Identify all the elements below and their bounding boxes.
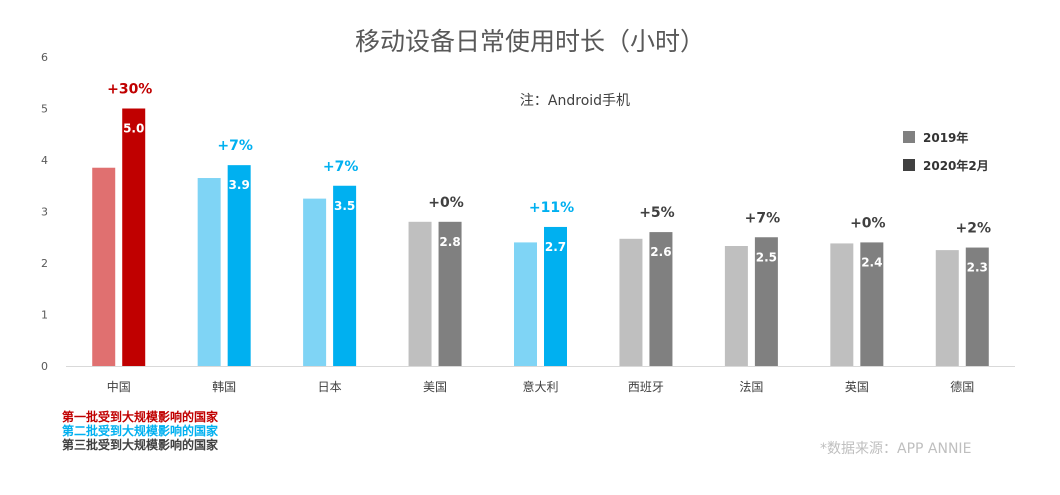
bar-2019 <box>92 167 116 366</box>
change-label: +7% <box>323 159 359 175</box>
change-label: +2% <box>956 221 992 237</box>
bar-2020-feb <box>227 165 251 366</box>
y-tick-label: 1 <box>41 309 48 322</box>
data-label: 5.0 <box>123 122 144 136</box>
bar-2019 <box>724 246 748 366</box>
x-tick-label: 西班牙 <box>628 380 664 394</box>
x-tick-label: 法国 <box>739 380 763 394</box>
bar-2020-feb <box>438 221 462 366</box>
bar-2019 <box>303 198 327 366</box>
y-tick-label: 4 <box>41 154 48 167</box>
bar-2020-feb <box>333 185 357 366</box>
group-note-second: 第二批受到大规模影响的国家 <box>62 424 219 438</box>
bar-2020-feb <box>544 226 567 366</box>
x-tick-label: 英国 <box>845 380 869 394</box>
data-label: 2.5 <box>756 250 777 264</box>
data-label: 3.9 <box>229 178 250 192</box>
data-label: 2.3 <box>967 261 988 275</box>
change-label: +0% <box>428 195 464 211</box>
x-tick-label: 中国 <box>107 379 131 394</box>
legend-label-2019: 2019年 <box>923 130 969 145</box>
group-note-first: 第一批受到大规模影响的国家 <box>62 410 219 424</box>
legend-item-2019: 2019年 <box>903 130 989 145</box>
y-tick-label: 5 <box>41 103 48 116</box>
chart-note: 注：Android手机 <box>519 93 631 109</box>
bar-2020-feb <box>965 247 989 366</box>
x-tick-label: 德国 <box>950 379 974 394</box>
change-label: +30% <box>107 82 152 98</box>
data-label: 2.4 <box>861 255 882 269</box>
chart-title: 移动设备日常使用时长（小时） <box>354 27 705 56</box>
legend-label-2020-feb: 2020年2月 <box>923 158 989 173</box>
y-tick-label: 6 <box>41 51 48 64</box>
data-label: 2.7 <box>545 240 566 254</box>
bar-2019 <box>197 178 221 366</box>
y-tick-label: 3 <box>41 206 48 219</box>
x-tick-label: 韩国 <box>212 379 236 394</box>
legend-item-2020-feb: 2020年2月 <box>903 158 989 173</box>
legend-swatch-2020-feb <box>903 159 915 171</box>
data-label: 2.6 <box>650 245 671 259</box>
x-tick-label: 日本 <box>318 380 342 394</box>
change-label: +7% <box>745 210 781 226</box>
change-label: +5% <box>639 205 675 221</box>
bar-2019 <box>514 242 537 366</box>
change-label: +11% <box>529 200 574 216</box>
group-notes: 第一批受到大规模影响的国家 第二批受到大规模影响的国家 第三批受到大规模影响的国… <box>62 410 218 452</box>
bar-2020-feb <box>122 108 146 366</box>
legend: 2019年 2020年2月 <box>903 130 989 186</box>
bar-2020-feb <box>754 237 778 366</box>
legend-swatch-2019 <box>903 131 915 143</box>
data-label: 3.5 <box>334 199 355 213</box>
bar-2019 <box>619 238 643 366</box>
y-tick-label: 0 <box>41 360 48 373</box>
change-label: +7% <box>217 138 253 154</box>
group-note-third: 第三批受到大规模影响的国家 <box>62 438 219 452</box>
bar-2020-feb <box>860 242 884 366</box>
bar-2019 <box>408 221 432 366</box>
x-tick-label: 美国 <box>423 380 447 394</box>
y-tick-label: 2 <box>41 257 48 270</box>
bar-2020-feb <box>649 232 673 366</box>
bar-2019 <box>935 250 959 366</box>
bar-2019 <box>830 243 854 366</box>
data-source: *数据来源：APP ANNIE <box>820 441 972 457</box>
data-label: 2.8 <box>439 235 460 249</box>
change-label: +0% <box>850 215 886 231</box>
x-tick-label: 意大利 <box>522 379 558 394</box>
